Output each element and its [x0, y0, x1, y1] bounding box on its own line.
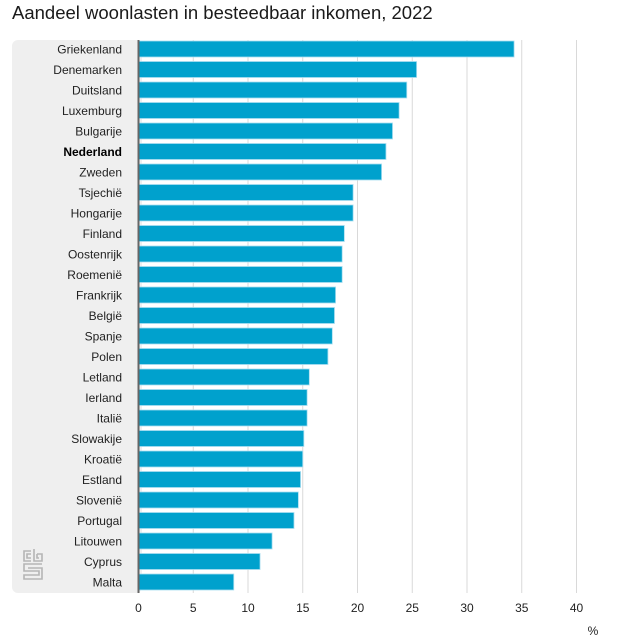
x-tick-labels: 0 5 10 15 20 25 30 35 40 [135, 601, 583, 615]
category-label: Portugal [77, 514, 122, 528]
x-tick-label: 20 [351, 601, 365, 615]
category-label: Frankrijk [76, 288, 123, 302]
bar[interactable] [138, 266, 343, 283]
x-tick-label: 0 [135, 601, 142, 615]
category-label: Estland [82, 473, 122, 487]
bar[interactable] [138, 450, 304, 468]
bar[interactable] [138, 573, 235, 591]
category-label: Griekenland [57, 42, 122, 56]
category-label: Malta [93, 575, 123, 589]
bar[interactable] [138, 471, 301, 488]
x-tick-label: 25 [406, 601, 420, 615]
bar[interactable] [138, 163, 382, 181]
bar[interactable] [138, 532, 273, 550]
x-tick-label: 35 [515, 601, 529, 615]
bar[interactable] [138, 122, 393, 140]
category-label: Letland [83, 370, 122, 384]
bar[interactable] [138, 512, 295, 529]
bar[interactable] [138, 204, 354, 222]
category-label-panel [12, 40, 142, 593]
bar[interactable] [138, 430, 305, 447]
category-label: België [89, 309, 123, 323]
category-label: Slovenië [76, 493, 122, 507]
bar[interactable] [138, 143, 387, 160]
chart-title: Aandeel woonlasten in besteedbaar inkome… [12, 2, 433, 23]
bar[interactable] [138, 81, 408, 99]
category-label: Luxemburg [62, 104, 122, 118]
bar[interactable] [138, 409, 308, 427]
bar[interactable] [138, 286, 337, 304]
bar[interactable] [138, 225, 345, 242]
category-label: Hongarije [71, 206, 123, 220]
category-label: Bulgarije [75, 124, 122, 138]
category-label: Nederland [63, 145, 122, 159]
category-label: Zweden [79, 165, 122, 179]
category-label: Kroatië [84, 452, 122, 466]
bar[interactable] [138, 368, 310, 386]
x-tick-label: 30 [460, 601, 474, 615]
category-label: Slowakije [71, 432, 122, 446]
category-label: Oostenrijk [68, 247, 123, 261]
category-label: Tsjechië [79, 186, 123, 200]
bar[interactable] [138, 102, 400, 119]
category-label: Roemenië [67, 268, 122, 282]
x-tick-label: 10 [241, 601, 255, 615]
category-label: Denemarken [53, 63, 122, 77]
category-label: Spanje [85, 329, 123, 343]
x-tick-label: 40 [570, 601, 584, 615]
bar[interactable] [138, 491, 299, 509]
bar[interactable] [138, 389, 308, 406]
category-label: Ierland [85, 391, 122, 405]
bar[interactable] [138, 553, 261, 570]
cbs-logo-icon [23, 549, 43, 580]
bar[interactable] [138, 245, 343, 263]
x-tick-label: 15 [296, 601, 310, 615]
category-label: Finland [83, 227, 122, 241]
category-labels: Griekenland Denemarken Duitsland Luxemburg B… [53, 42, 123, 589]
category-label: Cyprus [84, 555, 122, 569]
bar[interactable] [138, 327, 333, 345]
category-label: Duitsland [72, 83, 122, 97]
bar[interactable] [138, 61, 418, 78]
bar[interactable] [138, 40, 515, 58]
category-label: Polen [91, 350, 122, 364]
bar[interactable] [138, 307, 335, 324]
x-axis-unit-label: % [588, 624, 599, 638]
bar[interactable] [138, 184, 354, 201]
category-label: Litouwen [74, 534, 122, 548]
category-label: Italië [97, 411, 123, 425]
bar[interactable] [138, 348, 329, 365]
x-tick-label: 5 [190, 601, 197, 615]
bars [138, 40, 515, 591]
